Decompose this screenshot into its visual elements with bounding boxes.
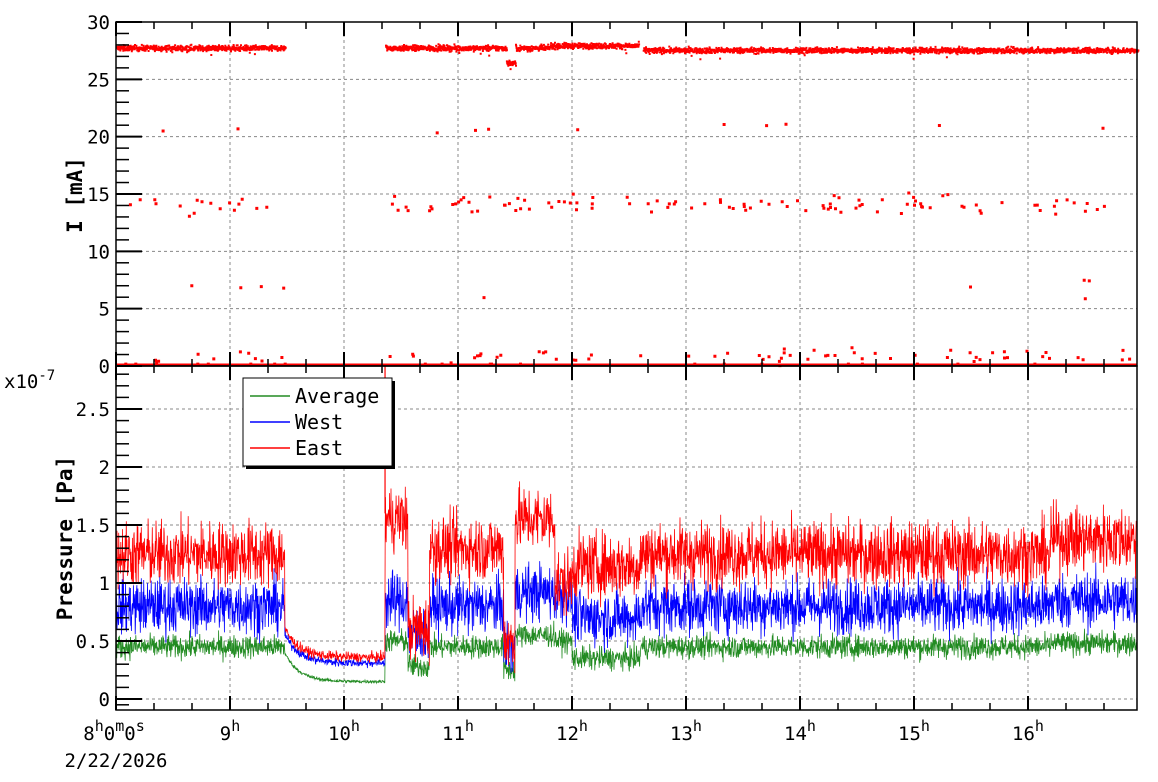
y-tick-label: 10 [87, 241, 110, 263]
current-points [116, 40, 1140, 368]
legend-average-label: Average [295, 384, 379, 408]
legend: Average West East [242, 377, 395, 469]
x-tick-label: 8h0m0s [83, 717, 144, 745]
bottom-y-axis-title: Pressure [Pa] [53, 456, 77, 620]
x-tick-label: 16h [1012, 717, 1044, 745]
pressure-series [115, 366, 1138, 685]
top-y-axis-title: I [mA] [63, 157, 87, 233]
y-tick-label: 15 [87, 184, 110, 206]
x-date-label: 2/22/2026 [65, 750, 168, 772]
pressure-average-line [115, 620, 1138, 685]
pressure-east-line [115, 481, 1138, 674]
y-tick-label: 0 [99, 689, 110, 711]
axes: 8h0m0s 9h 10h 11h 12h 13h 14h 15h 16h05101520253… [76, 12, 1105, 745]
x-tick-label: 11h [442, 717, 474, 745]
y-tick-label: 25 [87, 69, 110, 91]
y-tick-label: 1.5 [76, 515, 110, 537]
grid-top [116, 22, 1137, 366]
x-tick-label: 13h [670, 717, 702, 745]
y-tick-label: 2 [99, 457, 110, 479]
y-tick-label: 20 [87, 127, 110, 149]
x-tick-label: 12h [556, 717, 588, 745]
legend-east-label: East [295, 436, 343, 460]
y-tick-label: 0 [99, 356, 110, 378]
y-tick-label: 30 [87, 12, 110, 34]
current-series [116, 40, 1140, 368]
y-tick-label: 0.5 [76, 631, 110, 653]
x-tick-label: 15h [898, 717, 930, 745]
bottom-frame [115, 365, 1138, 711]
pressure-west-line [115, 561, 1138, 673]
y-tick-label: 1 [99, 573, 110, 595]
y-multiplier: x10-7 [4, 368, 55, 393]
legend-west-label: West [295, 410, 343, 434]
y-tick-label: 5 [99, 299, 110, 321]
x-tick-label: 10h [328, 717, 360, 745]
x-tick-label: 9h [220, 717, 240, 745]
x-tick-label: 14h [784, 717, 816, 745]
y-tick-label: 2.5 [76, 399, 110, 421]
